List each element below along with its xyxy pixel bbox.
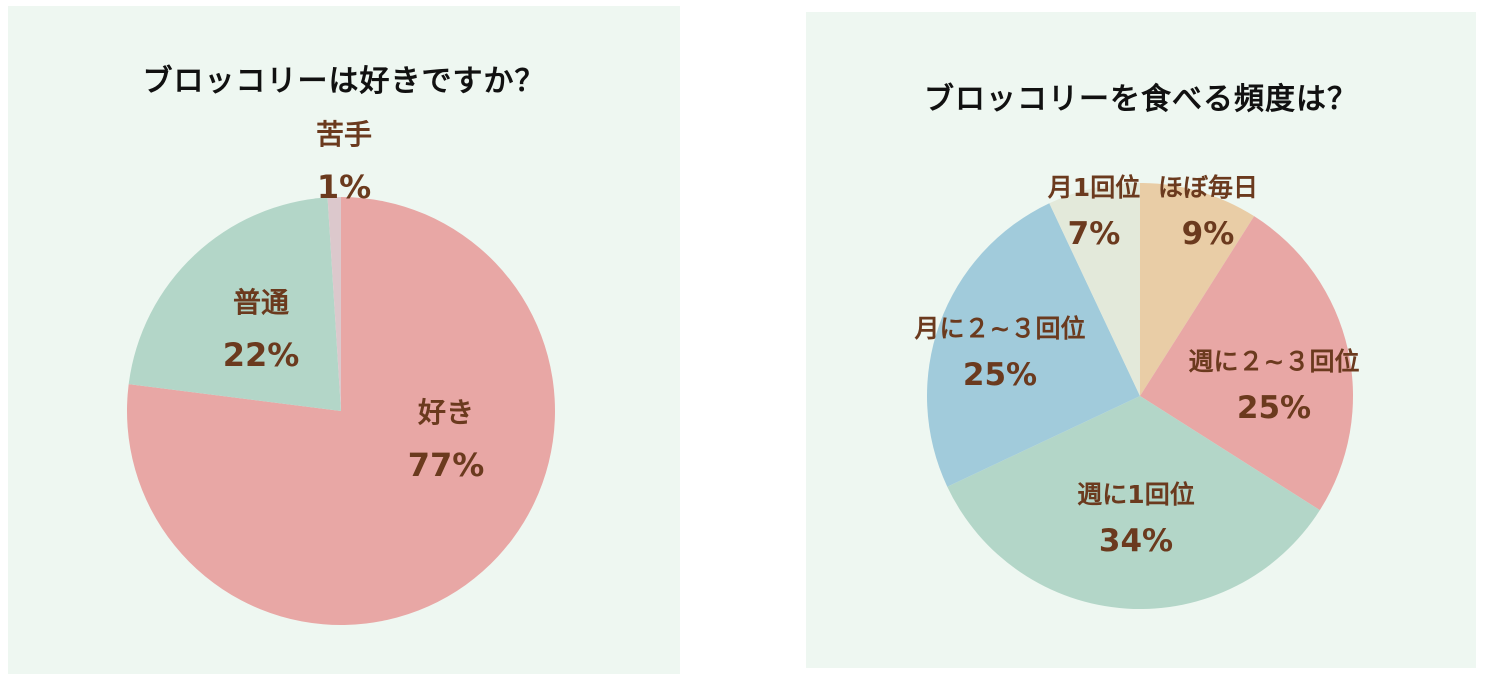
pie-slice	[947, 396, 1320, 609]
slice-value-label: 25%	[963, 357, 1037, 393]
chart-panel-like: ブロッコリーは好きですか？ 好き 77% 普通 22% 苦手 1%	[8, 6, 680, 674]
slice-value-label: 9%	[1182, 216, 1235, 252]
slice-category-label: 週に２~３回位	[1189, 347, 1360, 376]
pie-slice	[1049, 183, 1140, 396]
slice-value-label: 22%	[223, 336, 300, 374]
slice-category-label: 好き	[417, 396, 474, 429]
pie-slice	[327, 197, 341, 411]
slice-value-label: 25%	[1237, 390, 1311, 426]
slice-category-label: 苦手	[316, 118, 372, 151]
chart-panel-frequency: ブロッコリーを食べる頻度は？ ほぼ毎日 9% 週に２~３回位 25% 週に1回位 34% 月…	[806, 12, 1476, 668]
slice-category-label: 普通	[233, 286, 289, 319]
slice-value-label: 7%	[1068, 216, 1121, 252]
slice-category-label: 月に２~３回位	[914, 314, 1086, 343]
pie-chart-like: 好き 77% 普通 22% 苦手 1%	[127, 118, 556, 625]
slice-category-label: ほぼ毎日	[1158, 173, 1258, 202]
chart-title: ブロッコリーは好きですか？	[142, 64, 546, 99]
slice-value-label: 1%	[317, 168, 371, 206]
pie-slice	[1140, 183, 1255, 396]
slice-category-label: 週に1回位	[1077, 480, 1194, 509]
pie-slice	[1140, 216, 1353, 511]
slice-value-label: 77%	[408, 446, 485, 484]
slice-value-label: 34%	[1099, 523, 1173, 559]
pie-chart-frequency: ほぼ毎日 9% 週に２~３回位 25% 週に1回位 34% 月に２~３回位 25% 月1回位 7%	[914, 173, 1360, 609]
chart-title: ブロッコリーを食べる頻度は？	[924, 82, 1358, 117]
pie-slice	[927, 203, 1140, 487]
pie-slice	[128, 197, 341, 411]
slice-category-label: 月1回位	[1047, 173, 1140, 202]
